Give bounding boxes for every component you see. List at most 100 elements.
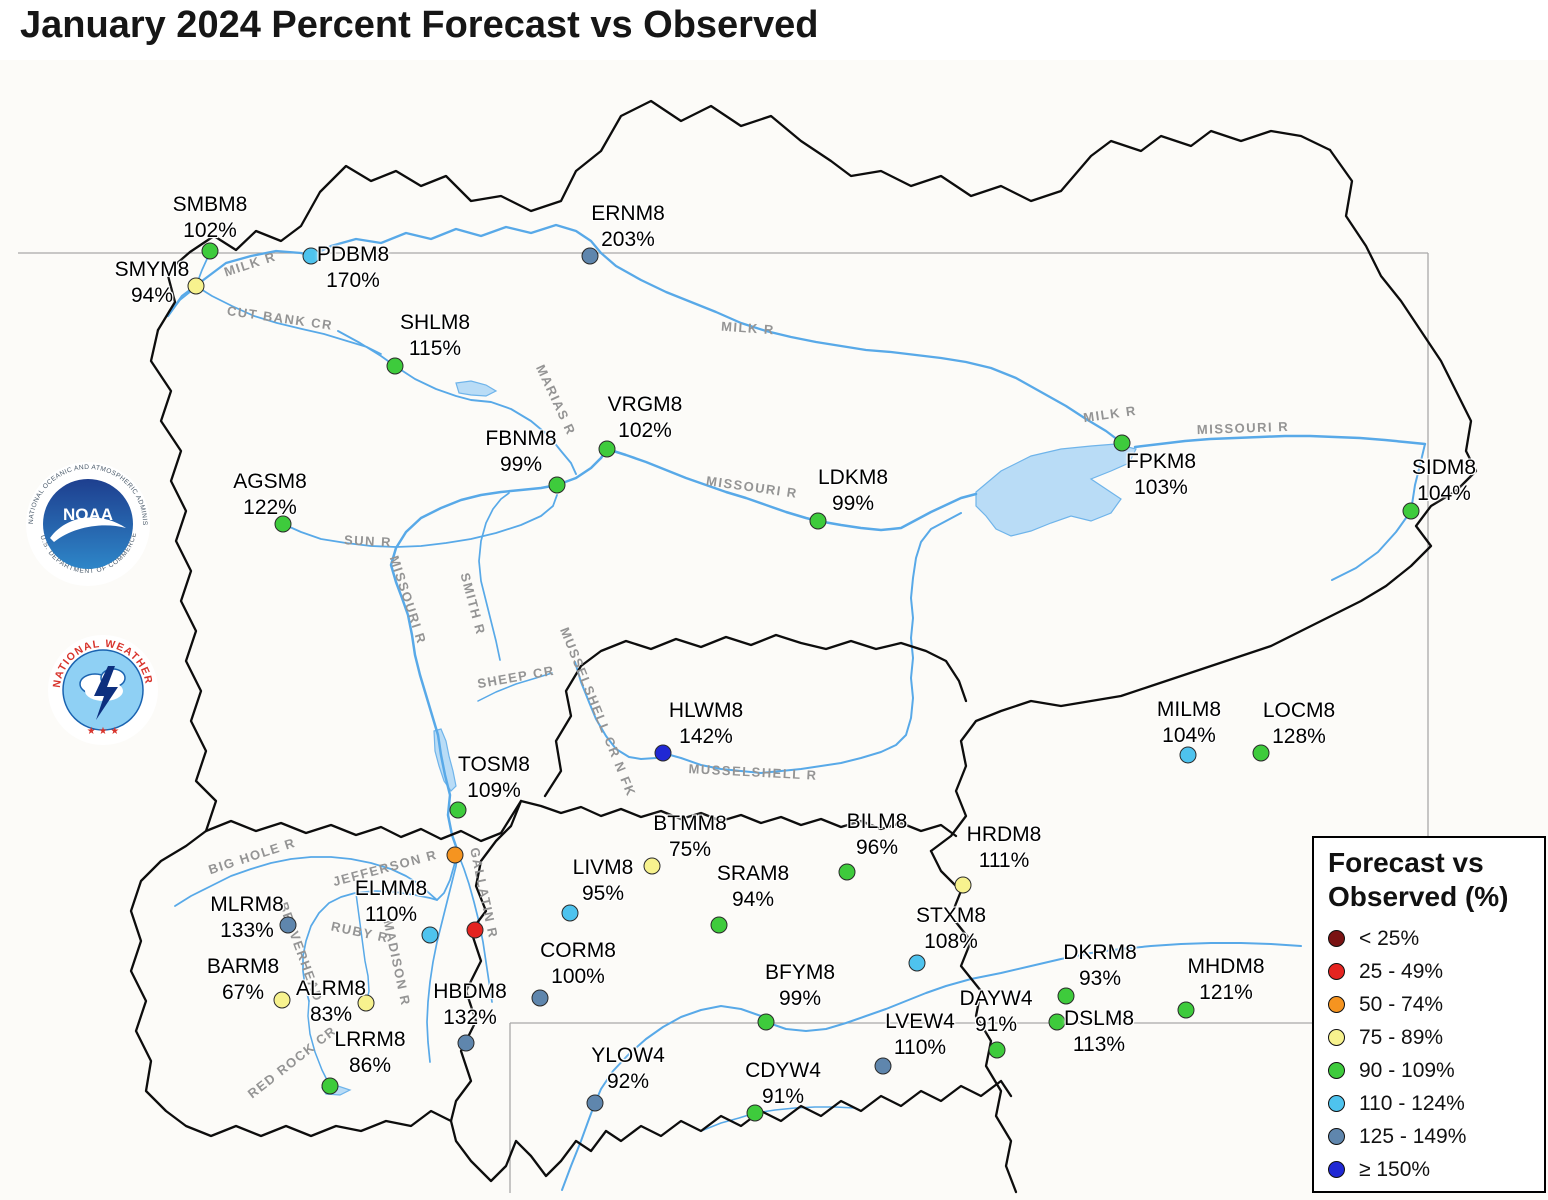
station-value: 103% <box>1134 476 1188 499</box>
station-dot-LOCM8 <box>1252 744 1270 762</box>
station-id: STXM8 <box>915 904 987 927</box>
station-label-SHLM8: SHLM8 115% <box>400 310 470 362</box>
station-id: CDYW4 <box>745 1059 821 1082</box>
basin-boundaries <box>129 99 1478 1194</box>
station-value: 111% <box>978 849 1030 872</box>
station-id: FBNM8 <box>485 427 557 450</box>
station-id: HRDM8 <box>966 823 1042 846</box>
station-id: SRAM8 <box>716 862 790 885</box>
station-dot-BFYM8 <box>757 1013 775 1031</box>
station-value: 142% <box>679 725 733 748</box>
station-value: 99% <box>831 492 875 515</box>
station-dot-FBNM8 <box>548 476 566 494</box>
station-dot-CORM8 <box>531 989 549 1007</box>
station-label-LVEW4: LVEW4 110% <box>885 1009 955 1061</box>
station-id: HLWM8 <box>668 699 744 722</box>
legend-swatch-icon <box>1328 930 1345 947</box>
station-label-ALRM8: ALRM8 83% <box>296 976 366 1028</box>
station-dot-VRGM8 <box>598 440 616 458</box>
station-dot-MHDM8 <box>1177 1001 1195 1019</box>
station-dot-SRAM8 <box>710 916 728 934</box>
station-id: LIVM8 <box>572 856 634 879</box>
station-id: HBDM8 <box>433 980 507 1003</box>
station-id: LDKM8 <box>817 466 889 489</box>
legend-row: 110 - 124% <box>1328 1087 1530 1120</box>
legend: Forecast vs Observed (%) < 25% 25 - 49% 50… <box>1312 836 1546 1193</box>
map-background <box>0 60 1548 1200</box>
station-label-MILM8: MILM8 104% <box>1157 697 1221 749</box>
station-value: 104% <box>1162 724 1216 747</box>
station-label-LDKM8: LDKM8 99% <box>818 465 888 517</box>
legend-swatch-icon <box>1328 1029 1345 1046</box>
legend-row: 90 - 109% <box>1328 1054 1530 1087</box>
legend-row: 125 - 149% <box>1328 1120 1530 1153</box>
station-dot-YLOW4 <box>586 1094 604 1112</box>
legend-label: 75 - 89% <box>1359 1025 1444 1049</box>
legend-label: 25 - 49% <box>1359 959 1444 983</box>
station-label-SIDM8: SIDM8 104% <box>1412 455 1476 507</box>
nws-stars: ★ ★ ★ <box>87 726 119 737</box>
station-id: DKRM8 <box>1063 941 1137 964</box>
station-value: 108% <box>924 930 978 953</box>
station-label-DAYW4: DAYW4 91% <box>959 986 1032 1038</box>
station-value: 110% <box>893 1036 947 1059</box>
station-dot-SMBM8 <box>201 242 219 260</box>
station-label-BTMM8: BTMM8 75% <box>653 811 727 863</box>
station-dot-LDKM8 <box>809 512 827 530</box>
legend-label: 125 - 149% <box>1359 1124 1467 1148</box>
station-value: 91% <box>974 1013 1018 1036</box>
station-dot-DAYW4 <box>988 1041 1006 1059</box>
station-id: ELMM8 <box>354 877 428 900</box>
station-dot-unlabeled-1 <box>466 921 484 939</box>
station-id: ALRM8 <box>295 977 367 1000</box>
station-id: SMBM8 <box>172 193 248 216</box>
station-label-MLRM8: MLRM8 133% <box>210 892 284 944</box>
station-dot-LIVM8 <box>561 904 579 922</box>
station-id: LRRM8 <box>334 1028 406 1051</box>
station-label-LOCM8: LOCM8 128% <box>1263 698 1335 750</box>
legend-label: < 25% <box>1359 926 1420 950</box>
station-value: 99% <box>499 453 543 476</box>
station-dot-AGSM8 <box>274 515 292 533</box>
station-dot-CDYW4 <box>746 1104 764 1122</box>
station-label-BILM8: BILM8 96% <box>847 809 908 861</box>
station-label-ELMM8: ELMM8 110% <box>355 876 427 928</box>
station-label-YLOW4: YLOW4 92% <box>591 1043 665 1095</box>
legend-swatch-icon <box>1328 996 1345 1013</box>
legend-title-line2: Observed (%) <box>1328 881 1509 912</box>
station-value: 102% <box>618 419 672 442</box>
station-dot-STXM8 <box>908 954 926 972</box>
station-label-CORM8: CORM8 100% <box>540 938 616 990</box>
station-dot-BILM8 <box>838 863 856 881</box>
station-value: 94% <box>731 888 775 911</box>
station-label-PDBM8: PDBM8 170% <box>317 242 389 294</box>
legend-swatch-icon <box>1328 1062 1345 1079</box>
station-dot-ALRM8 <box>357 994 375 1012</box>
station-value: 104% <box>1417 482 1471 505</box>
station-value: 100% <box>551 965 605 988</box>
legend-items: < 25% 25 - 49% 50 - 74% 75 - 89% 90 - 109% 11… <box>1328 922 1530 1186</box>
station-value: 113% <box>1072 1033 1126 1056</box>
station-id: LOCM8 <box>1262 699 1336 722</box>
station-label-SMYM8: SMYM8 94% <box>115 257 190 309</box>
station-value: 115% <box>408 337 462 360</box>
legend-swatch-icon <box>1328 1095 1345 1112</box>
station-dot-SIDM8 <box>1402 502 1420 520</box>
station-label-BARM8: BARM8 67% <box>207 954 279 1006</box>
station-value: 110% <box>364 903 418 926</box>
station-value: 96% <box>855 836 899 859</box>
station-dot-SMYM8 <box>187 277 205 295</box>
station-dot-HRDM8 <box>954 876 972 894</box>
station-label-SRAM8: SRAM8 94% <box>717 861 789 913</box>
station-value: 91% <box>761 1085 805 1108</box>
nws-lightning-icon <box>94 666 118 720</box>
station-value: 83% <box>309 1003 353 1026</box>
station-id: VRGM8 <box>607 393 683 416</box>
station-value: 121% <box>1199 981 1253 1004</box>
page-title: January 2024 Percent Forecast vs Observe… <box>20 4 819 46</box>
legend-row: 50 - 74% <box>1328 988 1530 1021</box>
station-value: 93% <box>1078 967 1122 990</box>
